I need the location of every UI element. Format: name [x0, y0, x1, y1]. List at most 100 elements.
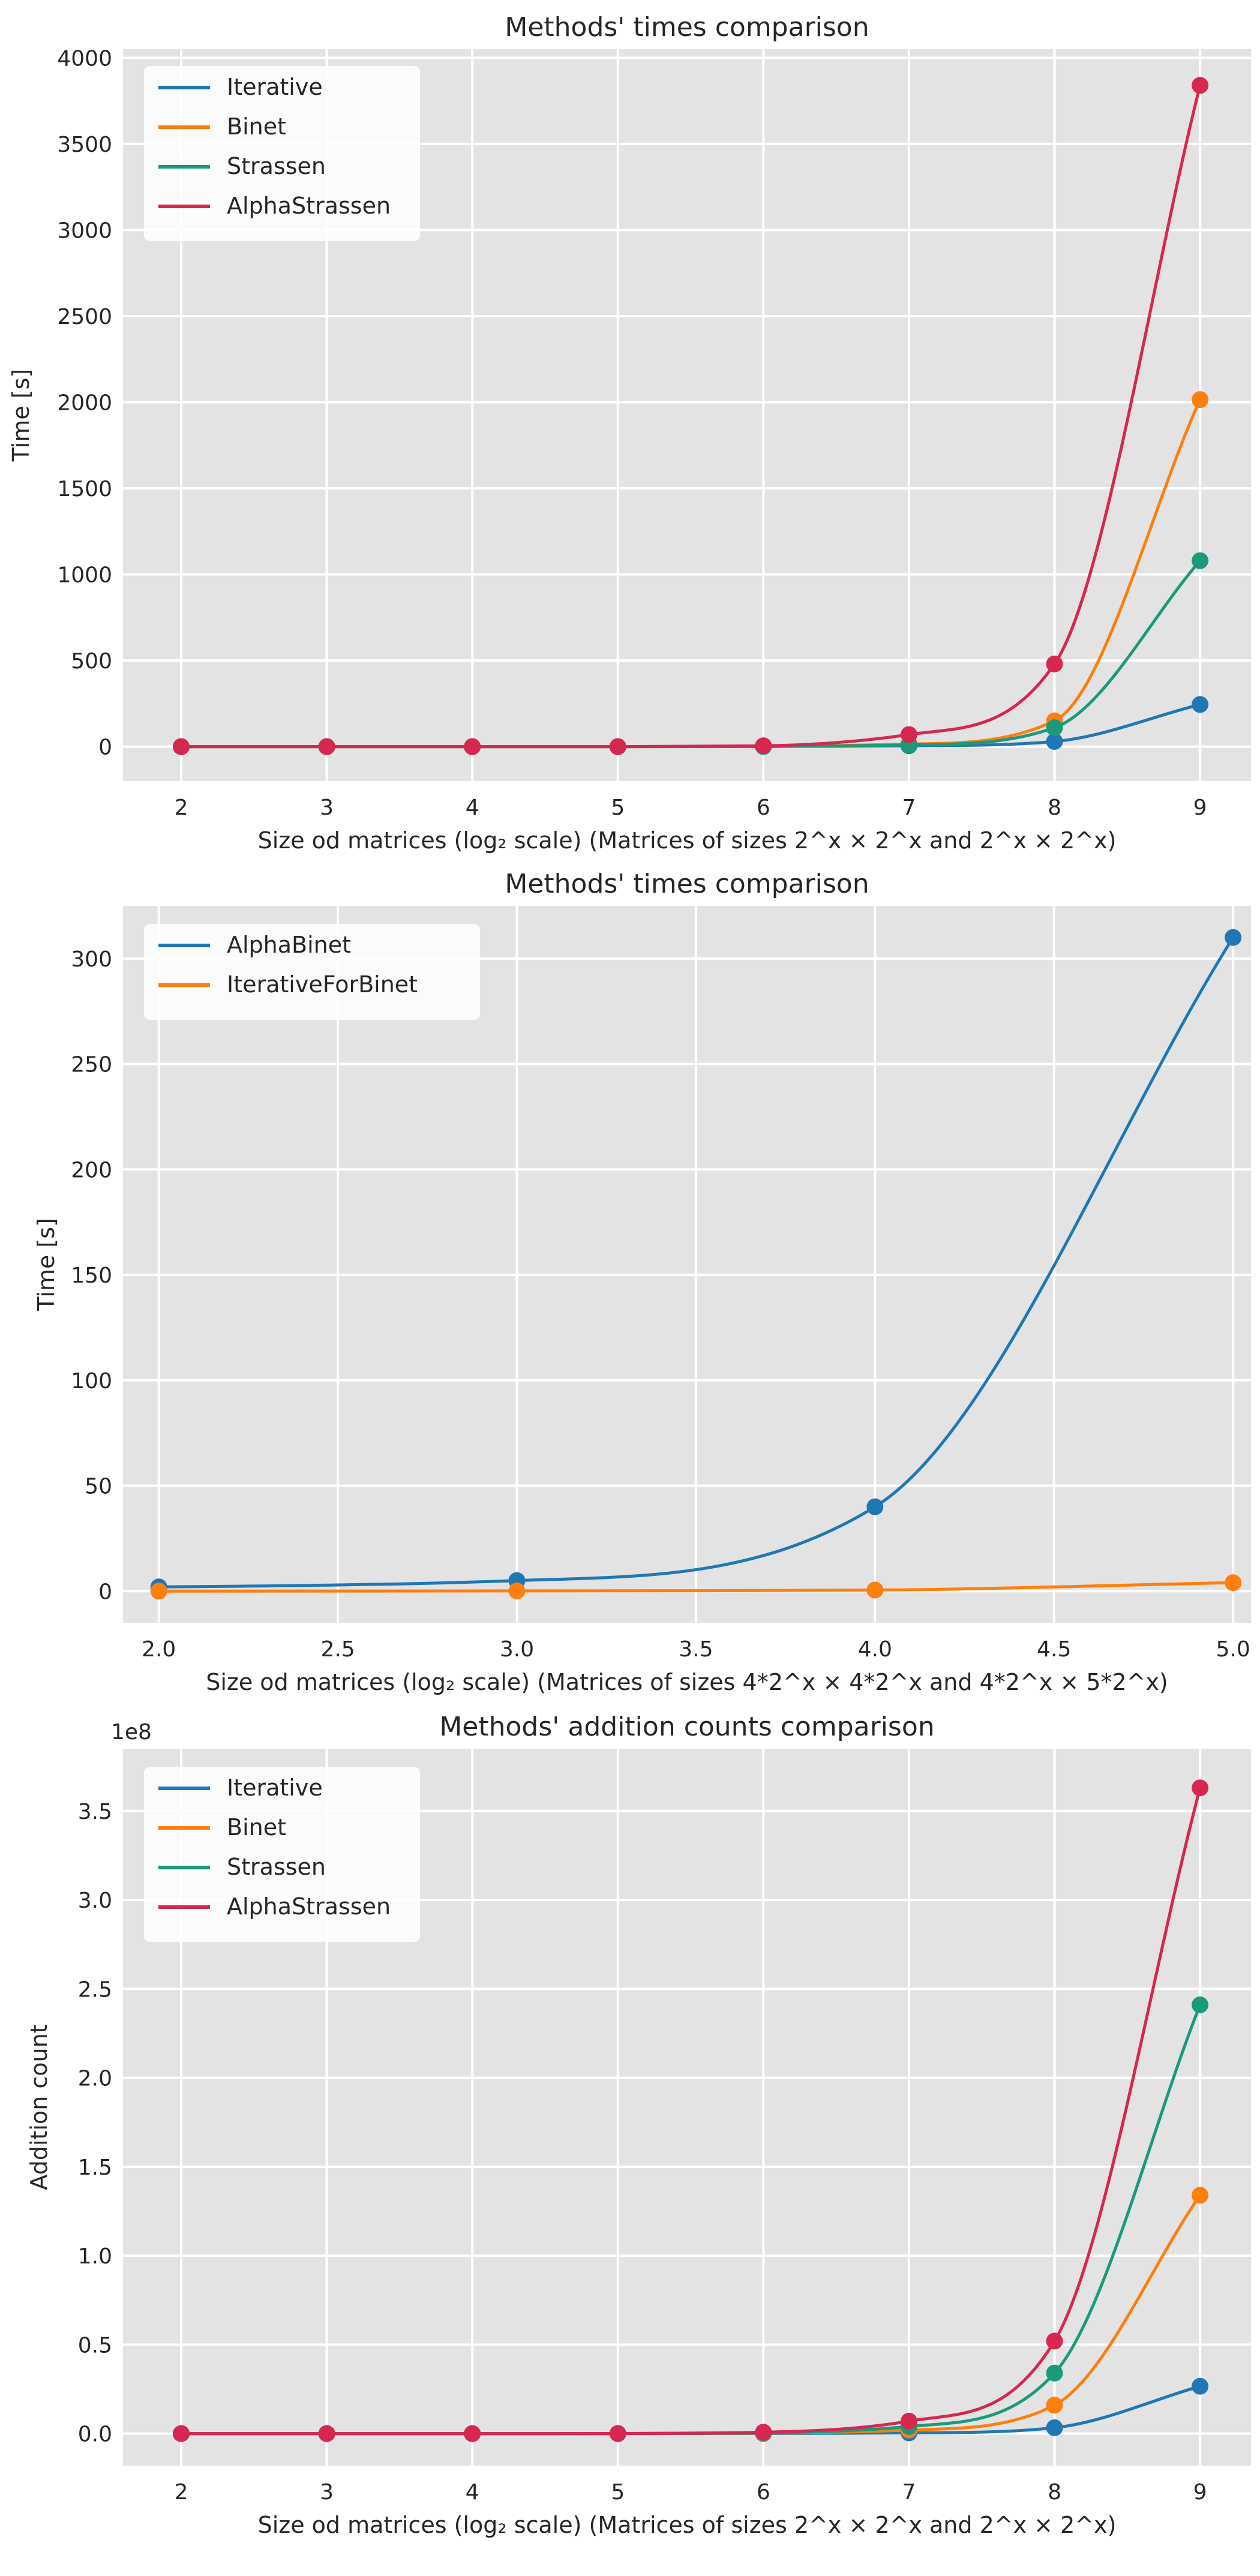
y-tick-label: 0.0: [78, 2422, 112, 2447]
y-tick-label: 2000: [57, 391, 112, 415]
x-tick-label: 4: [466, 2480, 479, 2505]
data-point: [900, 2412, 917, 2430]
y-tick-label: 500: [71, 649, 112, 674]
x-tick-label: 5.0: [1216, 1637, 1250, 1662]
data-point: [464, 2425, 481, 2442]
data-point: [609, 2425, 626, 2442]
x-tick-label: 5: [611, 795, 625, 820]
y-tick-label: 0: [98, 1580, 112, 1604]
legend-label: Iterative: [227, 1775, 323, 1801]
y-tick-label: 300: [71, 947, 112, 972]
data-point: [1046, 2397, 1063, 2414]
y-axis-label: Addition count: [26, 2024, 52, 2190]
y-tick-label: 2500: [57, 305, 112, 329]
data-point: [1046, 732, 1063, 750]
data-point: [1046, 655, 1063, 672]
y-offset-text: 1e8: [111, 1720, 152, 1745]
y-tick-label: 0: [98, 735, 112, 760]
data-point: [1192, 552, 1209, 569]
y-tick-label: 4000: [57, 46, 112, 71]
x-tick-label: 4: [466, 795, 479, 820]
data-point: [1046, 2332, 1063, 2350]
x-tick-label: 6: [757, 795, 770, 820]
legend: Iterative Binet Strassen AlphaStrassen: [144, 66, 420, 241]
data-point: [318, 2425, 335, 2442]
legend-label: IterativeForBinet: [227, 971, 418, 998]
data-point: [1192, 2377, 1209, 2395]
data-point: [150, 1583, 167, 1600]
plot-area: [123, 906, 1251, 1623]
legend-label: Strassen: [227, 153, 326, 179]
legend-box: [144, 924, 480, 1020]
data-point: [900, 726, 917, 743]
legend-label: AlphaStrassen: [227, 1893, 391, 1920]
data-point: [1192, 1779, 1209, 1797]
legend-label: Binet: [227, 113, 286, 140]
x-tick-label: 5: [611, 2480, 625, 2505]
data-point: [1046, 2419, 1063, 2436]
y-axis-label: Time [s]: [8, 369, 34, 463]
data-point: [173, 2425, 190, 2442]
chart-title: Methods' times comparison: [505, 12, 869, 43]
x-axis-label: Size od matrices (log₂ scale) (Matrices …: [258, 2512, 1117, 2538]
data-point: [508, 1582, 526, 1599]
y-tick-label: 150: [71, 1263, 112, 1288]
chart-2: 2.0 2.5 3.0 3.5 4.0 4.5 5.0 0 50 100 150 200 250 300 M…: [33, 869, 1251, 1695]
chart-title: Methods' times comparison: [505, 869, 869, 899]
y-tick-label: 50: [85, 1475, 112, 1499]
x-tick-label: 3: [320, 795, 334, 820]
data-point: [1046, 719, 1063, 737]
data-point: [755, 2424, 772, 2441]
y-tick-label: 3000: [57, 218, 112, 243]
data-point: [1192, 77, 1209, 94]
x-tick-label: 9: [1193, 795, 1207, 820]
legend-label: AlphaStrassen: [227, 193, 391, 219]
series-line-alphabinet: [158, 936, 1235, 1589]
y-tick-label: 1000: [57, 563, 112, 588]
data-point: [173, 738, 190, 755]
legend: Iterative Binet Strassen AlphaStrassen: [144, 1767, 420, 1942]
x-tick-label: 7: [902, 795, 916, 820]
legend-label: AlphaBinet: [227, 932, 351, 958]
legend-label: Strassen: [227, 1854, 326, 1880]
x-tick-label: 8: [1048, 795, 1061, 820]
y-tick-label: 1.5: [78, 2155, 112, 2180]
data-point: [1046, 2364, 1063, 2382]
x-axis-label: Size od matrices (log₂ scale) (Matrices …: [206, 1669, 1168, 1695]
y-tick-label: 2.5: [78, 1977, 112, 2002]
x-tick-label: 2.5: [320, 1637, 355, 1662]
data-point: [464, 738, 481, 755]
x-axis-label: Size od matrices (log₂ scale) (Matrices …: [258, 827, 1117, 854]
y-tick-label: 250: [71, 1053, 112, 1077]
legend-label: Iterative: [227, 74, 323, 100]
y-tick-label: 3500: [57, 133, 112, 157]
x-tick-label: 3: [320, 2480, 334, 2505]
data-point: [1192, 2187, 1209, 2204]
y-axis-label: Time [s]: [33, 1218, 59, 1311]
data-point: [1225, 929, 1242, 946]
chart-1: 2 3 4 5 6 7 8 9 0 500 1000 1500 2000 2500 3000 3500 4000…: [8, 12, 1251, 854]
y-tick-label: 3.5: [78, 1800, 112, 1824]
data-point: [1225, 1574, 1242, 1592]
chart-3: 2 3 4 5 6 7 8 9 0.0 0.5 1.0 1.5 2.0 2.5 3.0 3.5 1e8 Metho…: [26, 1712, 1251, 2538]
legend-label: Binet: [227, 1814, 286, 1841]
data-point: [866, 1581, 884, 1599]
data-point: [1192, 1996, 1209, 2013]
legend: AlphaBinet IterativeForBinet: [144, 924, 480, 1020]
legend-box: [144, 1767, 420, 1942]
data-point: [1192, 391, 1209, 409]
y-tick-label: 1500: [57, 477, 112, 502]
y-tick-label: 0.5: [78, 2333, 112, 2358]
x-tick-label: 9: [1193, 2480, 1207, 2505]
x-tick-label: 2: [175, 2480, 188, 2505]
legend-box: [144, 66, 420, 241]
data-point: [755, 737, 772, 755]
data-point: [609, 738, 626, 755]
x-tick-label: 2.0: [142, 1637, 176, 1662]
x-tick-label: 7: [902, 2480, 916, 2505]
x-tick-label: 6: [757, 2480, 770, 2505]
data-point: [866, 1498, 884, 1515]
x-tick-label: 3.5: [679, 1637, 713, 1662]
